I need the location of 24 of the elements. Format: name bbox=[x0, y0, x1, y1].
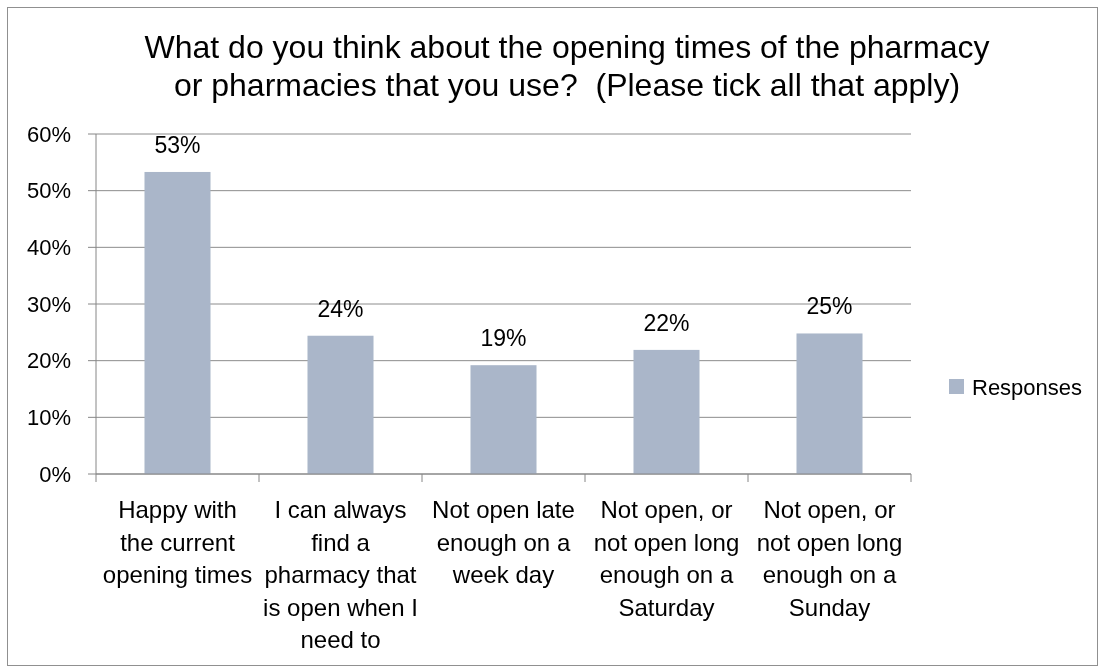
bar bbox=[144, 171, 211, 474]
bar bbox=[470, 365, 537, 474]
y-tick-label: 0% bbox=[39, 461, 71, 487]
x-tick-label: I can always find a pharmacy that is open when I need to bbox=[263, 496, 418, 653]
x-tick-label: Not open late enough on a week day bbox=[432, 496, 575, 588]
data-label: 19% bbox=[480, 325, 527, 352]
x-tick-label: Not open, or not open long enough on a Sunday bbox=[756, 496, 903, 621]
chart-title: What do you think about the opening times of the pharmacy or pharmacies that you use? (Please tick all that apply) bbox=[144, 29, 990, 103]
y-tick-label: 20% bbox=[26, 348, 71, 374]
bar bbox=[307, 335, 374, 474]
y-tick-label: 40% bbox=[26, 235, 71, 261]
y-tick-label: 50% bbox=[26, 178, 71, 204]
y-tick-label: 10% bbox=[26, 405, 71, 431]
bar bbox=[796, 333, 863, 474]
data-label: 53% bbox=[154, 131, 201, 158]
data-label: 22% bbox=[643, 309, 690, 336]
bar bbox=[633, 349, 700, 474]
x-tick-label: Happy with the current opening times bbox=[102, 496, 253, 588]
y-tick-label: 30% bbox=[26, 291, 71, 317]
x-tick-label: Not open, or not open long enough on a Saturday bbox=[593, 496, 740, 621]
data-label: 24% bbox=[317, 295, 364, 322]
y-tick-label: 60% bbox=[26, 121, 71, 147]
legend-label: Responses bbox=[972, 374, 1083, 400]
data-label: 25% bbox=[806, 293, 853, 320]
